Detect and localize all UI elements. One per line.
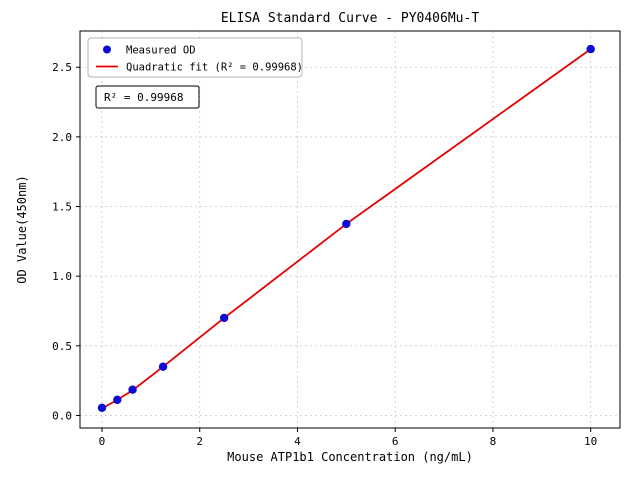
legend-label-measured-od: Measured OD	[126, 45, 196, 57]
legend-label-quadratic-fit: Quadratic fit (R² = 0.99968)	[126, 62, 303, 74]
annotation-text: R² = 0.99968	[104, 91, 183, 104]
r-squared-annotation: R² = 0.99968	[95, 85, 200, 109]
data-point	[158, 362, 168, 371]
y-tick-label: 2.0	[52, 131, 72, 144]
legend-point-marker	[103, 45, 111, 54]
chart-title: ELISA Standard Curve - PY0406Mu-T	[221, 11, 479, 26]
x-axis-ticks: 0 2 4 6 8 10	[99, 428, 597, 448]
y-tick-label: 1.5	[52, 201, 72, 214]
data-point	[586, 44, 595, 54]
y-tick-label: 1.0	[52, 270, 72, 283]
x-tick-label: 10	[584, 435, 597, 448]
legend-box	[87, 37, 303, 78]
annotation-box	[95, 85, 200, 109]
y-axis-label: OD Value(450nm)	[15, 175, 29, 283]
x-tick-label: 0	[99, 435, 106, 448]
x-tick-label: 2	[196, 435, 203, 448]
x-tick-label: 8	[490, 435, 497, 448]
x-tick-label: 6	[392, 435, 399, 448]
data-point	[128, 385, 137, 394]
x-tick-label: 4	[294, 435, 301, 448]
plot-border	[79, 30, 621, 429]
data-point	[342, 219, 351, 229]
measured-od-points	[97, 44, 595, 413]
data-point	[113, 395, 122, 405]
grid-lines	[80, 31, 620, 428]
y-tick-label: 0.5	[52, 340, 72, 353]
y-tick-label: 0.0	[52, 409, 72, 422]
y-axis-ticks: 0.0 0.5 1.0 1.5 2.0 2.5	[52, 61, 80, 422]
x-axis-label: Mouse ATP1b1 Concentration (ng/mL)	[227, 450, 473, 464]
legend: Measured OD Quadratic fit (R² = 0.99968)	[87, 37, 303, 78]
data-point	[219, 313, 229, 323]
y-tick-label: 2.5	[52, 61, 72, 74]
data-point	[97, 403, 107, 413]
